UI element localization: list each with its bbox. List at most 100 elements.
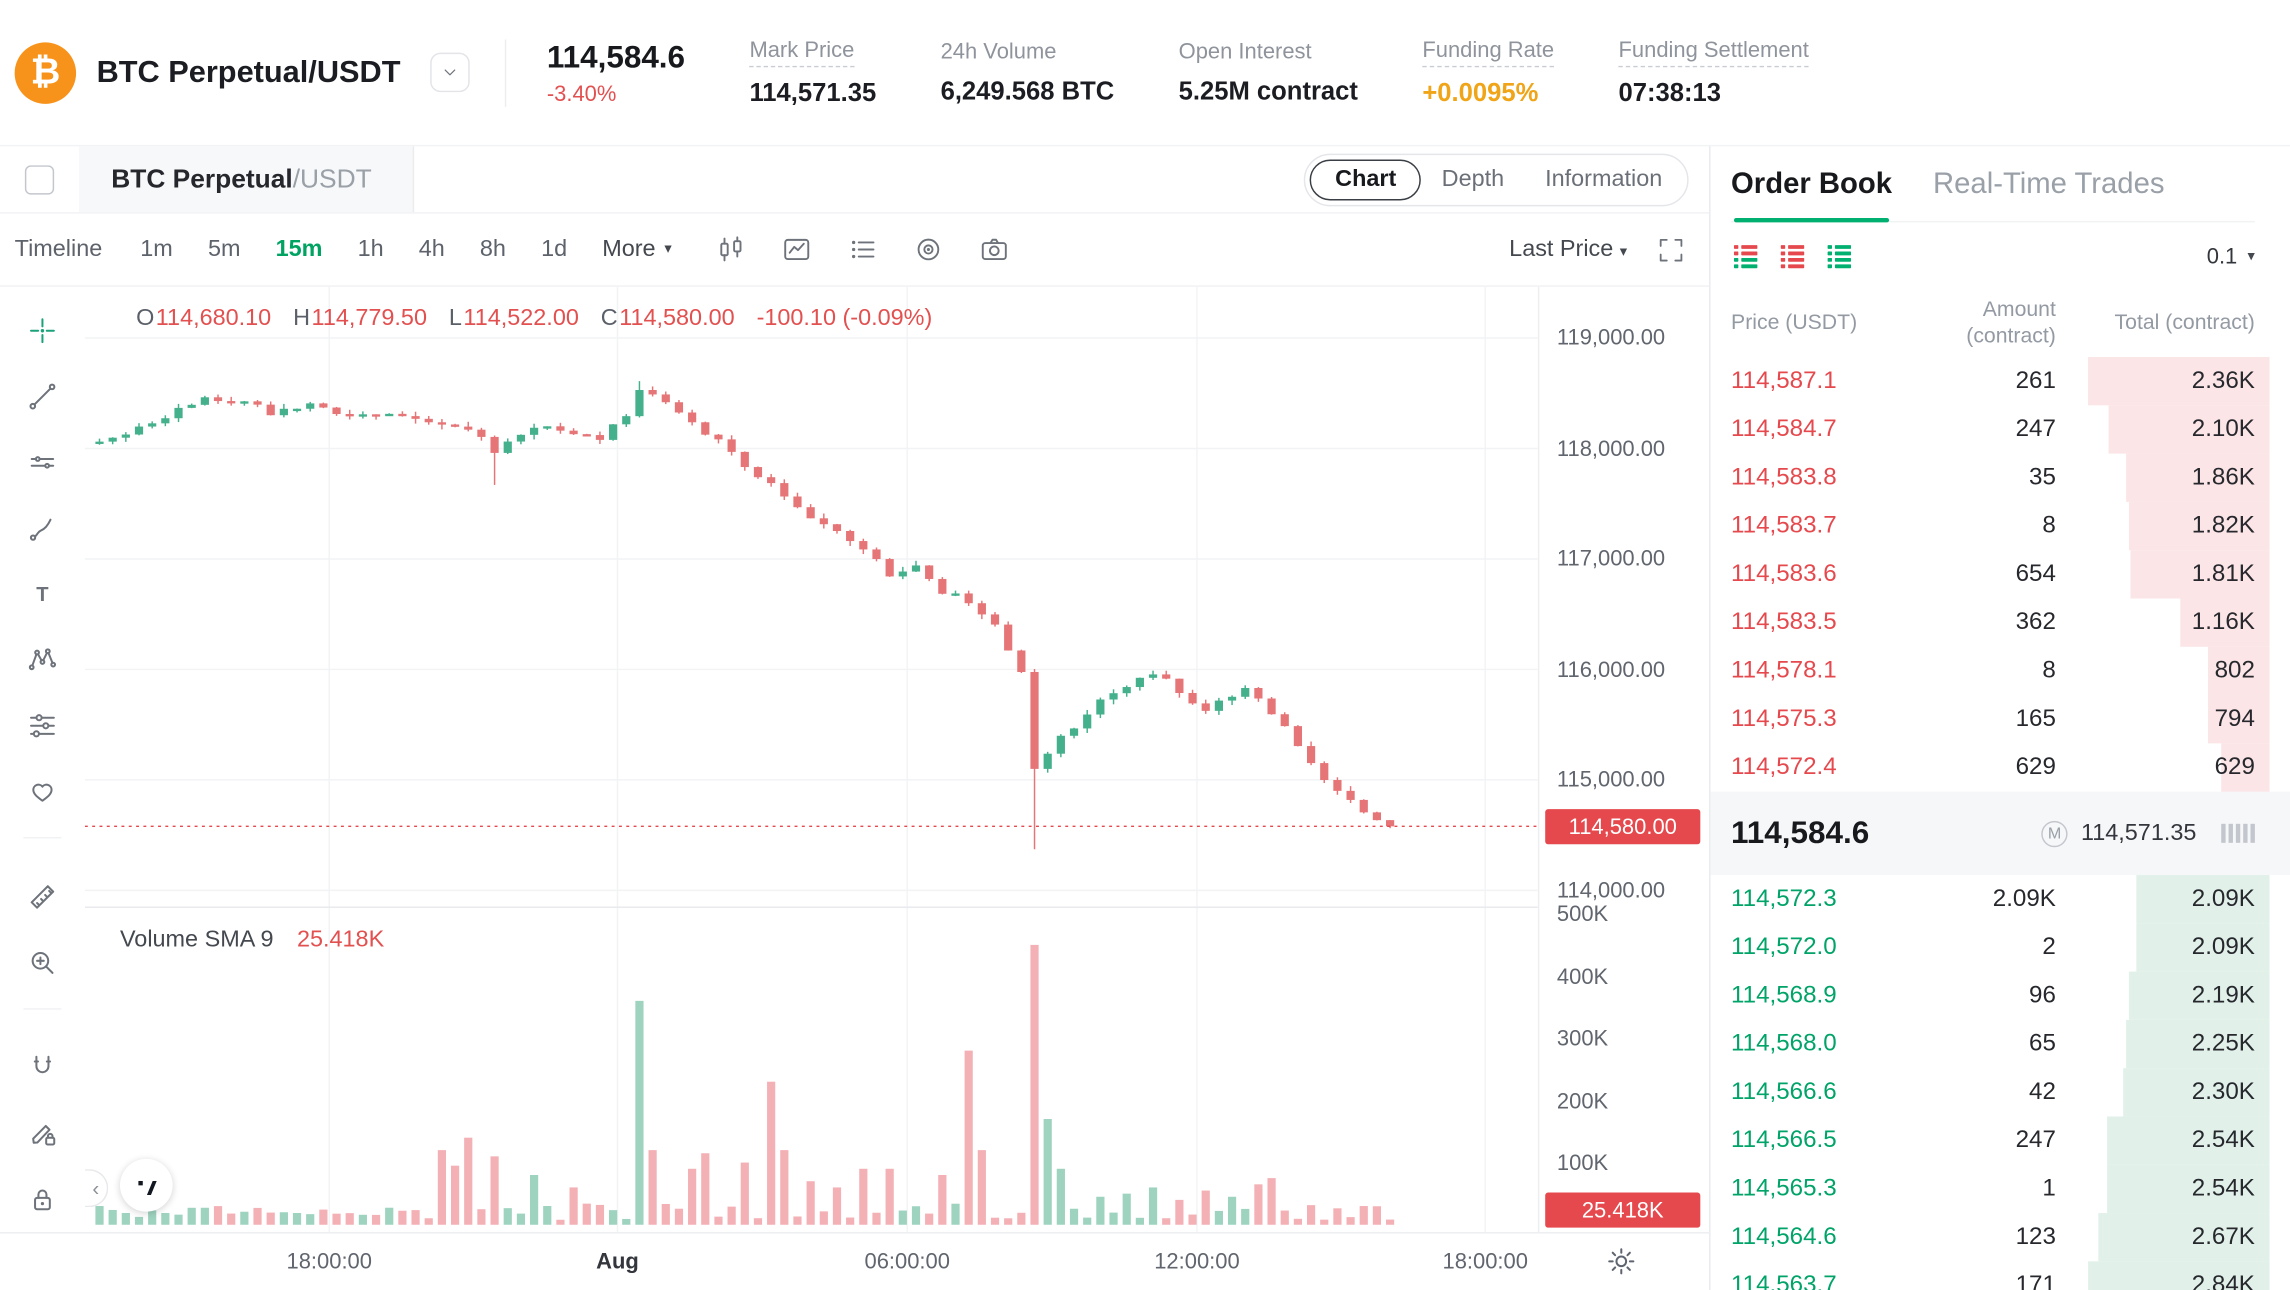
interval-4h[interactable]: 4h xyxy=(418,236,445,262)
view-switcher: Chart Depth Information xyxy=(1304,153,1689,207)
candlestick-chart[interactable] xyxy=(84,286,1538,1233)
lock-icon[interactable] xyxy=(0,1166,85,1232)
bid-row[interactable]: 114,568.0 65 2.25K xyxy=(1731,1019,2270,1069)
tab-information[interactable]: Information xyxy=(1545,166,1663,192)
tradingview-logo[interactable] xyxy=(119,1158,173,1212)
bid-row[interactable]: 114,568.9 96 2.19K xyxy=(1731,971,2270,1020)
mark-price-icon: M xyxy=(2041,820,2068,847)
order-book-panel: Order Book Real-Time Trades 0.1 ▾ Price … xyxy=(1709,146,2290,1290)
toolbar-separator xyxy=(23,1008,62,1035)
depth-bar xyxy=(2125,1019,2270,1069)
amount-cell: 35 xyxy=(2029,463,2056,491)
book-mode-bids-icon[interactable] xyxy=(1825,241,1854,270)
svg-text:T: T xyxy=(36,584,49,606)
tab-order-book[interactable]: Order Book xyxy=(1731,168,1892,223)
ask-row[interactable]: 114,578.1 8 802 xyxy=(1731,646,2270,696)
price-cell: 114,587.1 xyxy=(1731,367,1837,394)
text-tool-icon[interactable]: T xyxy=(0,561,85,627)
symbol-tab[interactable]: BTC Perpetual/USDT xyxy=(79,146,415,213)
fullscreen-icon[interactable] xyxy=(1656,235,1685,264)
stat-open-interest: Open Interest 5.25M contract xyxy=(1179,39,1358,106)
prediction-tool-icon[interactable] xyxy=(0,693,85,759)
bid-row[interactable]: 114,566.5 247 2.54K xyxy=(1731,1116,2270,1165)
open-interest-value: 5.25M contract xyxy=(1178,75,1358,105)
tab-real-time-trades[interactable]: Real-Time Trades xyxy=(1933,168,2165,201)
ohlc-change: -100.10 (-0.09%) xyxy=(756,305,933,331)
precision-dropdown[interactable]: 0.1 ▾ xyxy=(2206,243,2255,269)
mid-last-price: 114,584.6 xyxy=(1731,815,1870,851)
book-mode-asks-icon[interactable] xyxy=(1778,241,1807,270)
bid-row[interactable]: 114,565.3 1 2.54K xyxy=(1731,1164,2270,1214)
ask-row[interactable]: 114,572.4 629 629 xyxy=(1731,743,2270,792)
ohlc-readout: O114,680.10 H114,779.50 L114,522.00 C114… xyxy=(136,305,933,331)
toolbar-separator xyxy=(23,837,62,864)
total-cell: 1.16K xyxy=(2191,608,2255,636)
price-source-dropdown[interactable]: Last Price ▾ xyxy=(1509,236,1628,262)
symbol-dropdown-button[interactable] xyxy=(429,52,470,93)
target-icon[interactable] xyxy=(913,234,944,265)
tab-chart[interactable]: Chart xyxy=(1310,159,1422,201)
ask-row[interactable]: 114,583.5 362 1.16K xyxy=(1731,598,2270,647)
bid-row[interactable]: 114,572.3 2.09K 2.09K xyxy=(1731,875,2270,924)
price-cell: 114,578.1 xyxy=(1731,657,1837,684)
ask-row[interactable]: 114,575.3 165 794 xyxy=(1731,695,2270,744)
trend-line-icon[interactable] xyxy=(0,364,85,430)
stat-mark-price: Mark Price 114,571.35 xyxy=(749,37,876,107)
price-cell: 114,563.7 xyxy=(1731,1271,1837,1290)
indicator-icon[interactable] xyxy=(781,234,812,265)
camera-icon[interactable] xyxy=(979,234,1010,265)
depth-bars-icon[interactable] xyxy=(2221,823,2255,843)
tab-depth[interactable]: Depth xyxy=(1441,166,1505,192)
interval-1h[interactable]: 1h xyxy=(357,236,384,262)
checklist-icon[interactable] xyxy=(847,234,878,265)
zoom-icon[interactable] xyxy=(0,930,85,996)
book-mode-both-icon[interactable] xyxy=(1731,241,1760,270)
price-scale-label: 118,000.00 xyxy=(1556,436,1666,461)
ask-row[interactable]: 114,583.6 654 1.81K xyxy=(1731,550,2270,599)
interval-1d[interactable]: 1d xyxy=(541,236,568,262)
volume-scale-label: 400K xyxy=(1556,965,1609,990)
price-scale[interactable]: 119,000.00 118,000.00 117,000.00 116,000… xyxy=(1537,286,1709,1233)
stat-24h-volume: 24h Volume 6,249.568 BTC xyxy=(941,39,1115,106)
depth-bar xyxy=(2122,1068,2270,1117)
more-intervals-button[interactable]: More ▾ xyxy=(602,236,672,262)
emoji-heart-icon[interactable] xyxy=(0,758,85,824)
candle-style-icon[interactable] xyxy=(716,234,747,265)
ask-row[interactable]: 114,587.1 261 2.36K xyxy=(1731,357,2270,406)
amount-cell: 2 xyxy=(2042,933,2056,960)
time-label-month: Aug xyxy=(596,1249,639,1275)
drawing-lock-icon[interactable] xyxy=(0,1101,85,1167)
volume-tag: 25.418K xyxy=(1545,1192,1701,1228)
total-cell: 2.54K xyxy=(2191,1126,2255,1154)
chart-pane: BTC Perpetual/USDT Chart Depth Informati… xyxy=(0,146,1710,1290)
chart-select-checkbox[interactable] xyxy=(24,164,55,194)
ask-row[interactable]: 114,583.8 35 1.86K xyxy=(1731,453,2270,502)
interval-5m[interactable]: 5m xyxy=(207,236,241,262)
total-cell: 2.30K xyxy=(2191,1078,2255,1105)
volume-scale-label: 300K xyxy=(1556,1026,1609,1052)
interval-1m[interactable]: 1m xyxy=(140,236,173,262)
amount-cell: 96 xyxy=(2029,981,2056,1009)
candlestick-plot[interactable]: O114,680.10 H114,779.50 L114,522.00 C114… xyxy=(84,286,1538,1233)
amount-cell: 42 xyxy=(2029,1078,2056,1105)
xabcd-pattern-icon[interactable] xyxy=(0,627,85,693)
ask-row[interactable]: 114,583.7 8 1.82K xyxy=(1731,501,2270,551)
volume-scale-label: 200K xyxy=(1556,1089,1609,1115)
brush-icon[interactable] xyxy=(0,496,85,562)
ask-row[interactable]: 114,584.7 247 2.10K xyxy=(1731,405,2270,454)
parallel-lines-icon[interactable] xyxy=(0,430,85,496)
depth-bar xyxy=(2208,695,2270,744)
total-cell: 2.25K xyxy=(2191,1030,2255,1057)
bid-row[interactable]: 114,572.0 2 2.09K xyxy=(1731,923,2270,972)
theme-toggle-icon[interactable] xyxy=(1605,1245,1637,1277)
depth-bar xyxy=(2107,1116,2270,1165)
time-axis[interactable]: 18:00:00 Aug 06:00:00 12:00:00 18:00:00 xyxy=(0,1232,1710,1290)
magnet-icon[interactable] xyxy=(0,1035,85,1101)
bid-row[interactable]: 114,563.7 171 2.84K xyxy=(1731,1261,2270,1290)
bid-row[interactable]: 114,564.6 123 2.67K xyxy=(1731,1213,2270,1262)
interval-15m[interactable]: 15m xyxy=(275,236,323,262)
ruler-icon[interactable] xyxy=(0,864,85,930)
interval-8h[interactable]: 8h xyxy=(479,236,506,262)
bid-row[interactable]: 114,566.6 42 2.30K xyxy=(1731,1068,2270,1117)
crosshair-icon[interactable] xyxy=(0,299,85,365)
